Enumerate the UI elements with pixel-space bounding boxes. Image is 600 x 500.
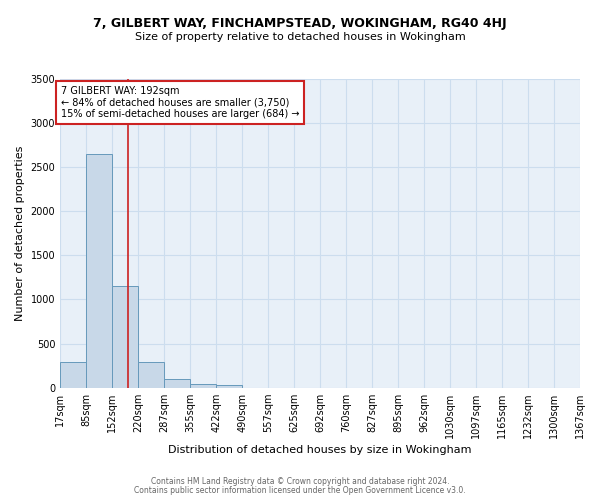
Text: 7 GILBERT WAY: 192sqm
← 84% of detached houses are smaller (3,750)
15% of semi-d: 7 GILBERT WAY: 192sqm ← 84% of detached … (61, 86, 299, 120)
Text: Contains HM Land Registry data © Crown copyright and database right 2024.: Contains HM Land Registry data © Crown c… (151, 477, 449, 486)
Text: Contains public sector information licensed under the Open Government Licence v3: Contains public sector information licen… (134, 486, 466, 495)
Text: 7, GILBERT WAY, FINCHAMPSTEAD, WOKINGHAM, RG40 4HJ: 7, GILBERT WAY, FINCHAMPSTEAD, WOKINGHAM… (93, 18, 507, 30)
Bar (60, 362, 86, 388)
Bar (190, 384, 216, 388)
Y-axis label: Number of detached properties: Number of detached properties (15, 146, 25, 321)
Bar (86, 154, 112, 388)
Bar (112, 286, 139, 388)
Bar (164, 380, 190, 388)
X-axis label: Distribution of detached houses by size in Wokingham: Distribution of detached houses by size … (169, 445, 472, 455)
Bar (139, 362, 164, 388)
Bar (216, 385, 242, 388)
Text: Size of property relative to detached houses in Wokingham: Size of property relative to detached ho… (134, 32, 466, 42)
